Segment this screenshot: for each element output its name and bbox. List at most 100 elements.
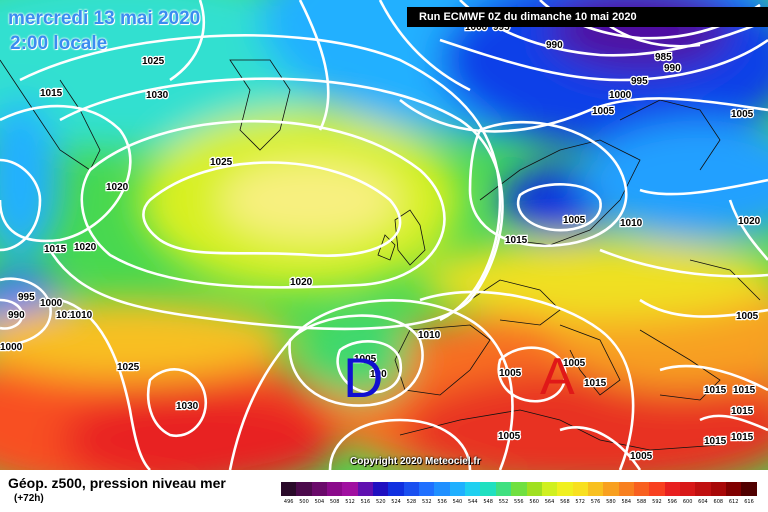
forecast-lead-time: (+72h): [14, 493, 44, 504]
low-pressure-center: D: [343, 346, 383, 409]
scale-swatch: [664, 482, 680, 496]
scale-swatch: [649, 482, 665, 496]
scale-swatch: [480, 482, 496, 496]
svg-text:1025: 1025: [210, 157, 233, 168]
scale-label: 572: [575, 499, 585, 505]
svg-text:990: 990: [664, 63, 681, 74]
scale-label: 552: [498, 499, 509, 505]
svg-text:1015: 1015: [704, 436, 727, 447]
scale-swatch: [603, 482, 619, 496]
geopotential-field: 1025 1015 1030 1000 995 990 985 990 995 …: [0, 0, 768, 470]
scale-swatch: [296, 482, 312, 496]
svg-text:1030: 1030: [146, 90, 169, 101]
svg-text:1005: 1005: [736, 311, 759, 322]
svg-text:990: 990: [546, 40, 563, 51]
svg-text:1005: 1005: [630, 451, 653, 462]
scale-label: 588: [636, 499, 647, 505]
svg-text:1020: 1020: [738, 216, 761, 227]
svg-text:985: 985: [655, 52, 672, 63]
scale-label: 596: [667, 499, 678, 505]
scale-label: 536: [437, 499, 447, 505]
svg-text:1005: 1005: [592, 106, 615, 117]
scale-swatch: [327, 482, 343, 496]
scale-label: 568: [560, 499, 570, 505]
scale-swatch: [373, 482, 389, 496]
scale-swatch: [710, 482, 726, 496]
svg-text:1015: 1015: [584, 378, 607, 389]
scale-swatch: [679, 482, 696, 496]
scale-label: 528: [406, 499, 417, 505]
svg-text:1030: 1030: [176, 401, 199, 412]
svg-text:1015: 1015: [505, 235, 528, 246]
svg-text:1005: 1005: [731, 109, 754, 120]
scale-swatch: [526, 482, 542, 496]
scale-swatch: [618, 482, 634, 496]
scale-label: 612: [728, 499, 739, 505]
scale-label: 608: [713, 499, 724, 505]
scale-swatch: [449, 482, 466, 496]
svg-text:1015: 1015: [733, 385, 756, 396]
svg-text:1005: 1005: [563, 215, 586, 226]
legend-title: Géop. z500, pression niveau mer: [8, 475, 226, 491]
svg-text:1020: 1020: [290, 277, 313, 288]
scale-label: 516: [360, 499, 371, 505]
forecast-local-time: 2:00 locale: [10, 33, 108, 54]
scale-swatch: [419, 482, 435, 496]
scale-label: 584: [621, 499, 631, 505]
scale-label: 600: [682, 499, 693, 505]
svg-text:1000: 1000: [609, 90, 632, 101]
svg-text:1025: 1025: [142, 56, 165, 67]
svg-text:100: 100: [370, 369, 387, 380]
svg-text:1025: 1025: [117, 362, 140, 373]
svg-text:995: 995: [18, 292, 35, 303]
scale-label: 576: [590, 499, 601, 505]
scale-label: 616: [744, 499, 754, 505]
scale-swatch: [587, 482, 604, 496]
scale-label: 540: [452, 499, 463, 505]
scale-swatch: [357, 482, 374, 496]
scale-swatch: [511, 482, 527, 496]
svg-text:1015: 1015: [731, 432, 754, 443]
scale-label: 564: [544, 499, 555, 505]
scale-label: 512: [345, 499, 355, 505]
scale-swatch: [342, 482, 358, 496]
coastlines: [0, 59, 761, 451]
scale-label: 548: [483, 499, 493, 505]
scale-swatch: [725, 482, 742, 496]
svg-text:1000: 1000: [40, 298, 63, 309]
scale-swatch: [695, 482, 711, 496]
svg-text:1000: 1000: [0, 342, 23, 353]
scale-label: 544: [468, 499, 478, 505]
scale-label: 556: [514, 499, 524, 505]
scale-swatch: [741, 482, 757, 496]
isobar-labels: 1025 1015 1030 1000 995 990 985 990 995 …: [0, 21, 762, 464]
scale-label: 508: [329, 499, 340, 505]
scale-label: 592: [652, 499, 662, 505]
svg-text:1015: 1015: [44, 244, 67, 255]
high-pressure-center: A: [540, 348, 575, 406]
scale-swatch: [388, 482, 404, 496]
scale-label: 604: [698, 499, 708, 505]
svg-text:1005: 1005: [563, 358, 586, 369]
svg-text:1005: 1005: [499, 368, 522, 379]
weather-map: 1025 1015 1030 1000 995 990 985 990 995 …: [0, 0, 768, 470]
scale-label: 500: [299, 499, 309, 505]
svg-text:1010: 1010: [620, 218, 643, 229]
scale-swatch: [557, 482, 573, 496]
svg-text:990: 990: [8, 310, 25, 321]
scale-label: 496: [283, 499, 294, 505]
scale-swatch: [311, 482, 328, 496]
model-run-banner: Run ECMWF 0Z du dimanche 10 mai 2020: [407, 7, 768, 27]
scale-swatch: [572, 482, 588, 496]
scale-swatch: [403, 482, 420, 496]
svg-text:1015: 1015: [40, 88, 63, 99]
scale-swatch: [495, 482, 512, 496]
color-scale-labels: 496 500 504 508 512 516 520 524 528 532 536 540 544 5…: [281, 499, 757, 505]
scale-swatch: [541, 482, 558, 496]
svg-text:1015: 1015: [731, 406, 754, 417]
scale-swatch: [633, 482, 650, 496]
svg-text:1005: 1005: [354, 354, 377, 365]
scale-swatch: [434, 482, 450, 496]
copyright-notice: Copyright 2020 Meteociel.fr: [350, 456, 481, 467]
scale-label: 504: [314, 499, 325, 505]
